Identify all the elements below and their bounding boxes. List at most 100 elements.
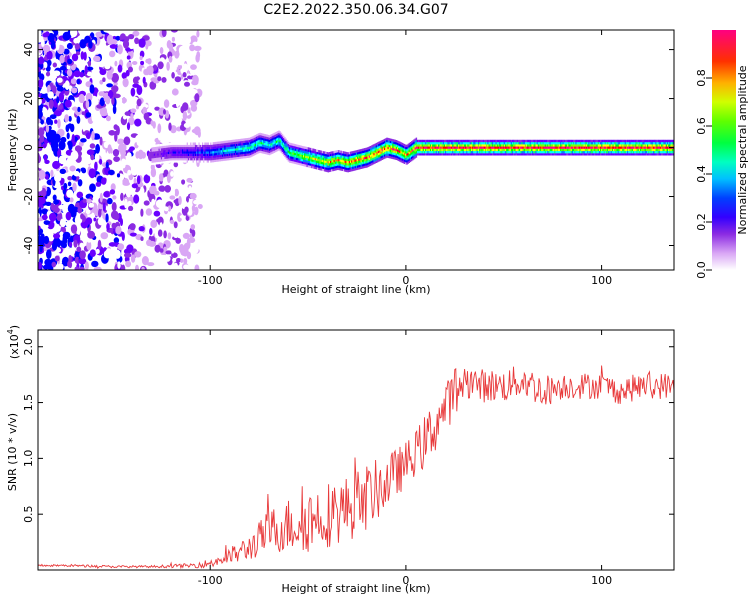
spectral-cell (265, 145, 267, 148)
spectral-cell (252, 142, 254, 146)
spectral-cell (521, 142, 523, 145)
spectral-cell (627, 153, 629, 156)
spectral-cell (501, 146, 503, 149)
spectral-cell (429, 144, 432, 147)
spectral-cell (200, 155, 203, 159)
spectral-cell (243, 147, 245, 150)
noise-blob (190, 64, 197, 70)
spectral-cell (534, 153, 536, 156)
spectral-cell (321, 159, 324, 163)
spectral-cell (496, 148, 499, 152)
spectral-cell (652, 146, 655, 149)
spectral-cell (234, 143, 237, 147)
spectral-cell (362, 163, 365, 167)
spectral-cell (527, 139, 529, 143)
noise-blob (99, 158, 103, 165)
noise-blob (47, 91, 54, 99)
spectral-cell (361, 161, 364, 165)
spectral-cell (175, 160, 177, 163)
spectral-cell (608, 144, 610, 147)
spectral-cell (497, 146, 500, 149)
spectral-cell (176, 158, 178, 161)
spectral-cell (452, 142, 454, 145)
spectral-cell (311, 152, 313, 155)
spectral-cell (535, 144, 537, 147)
spectral-cell (659, 148, 662, 152)
spectral-cell (337, 163, 339, 166)
spectral-cell (394, 141, 396, 145)
spectral-cell (357, 156, 359, 159)
spectral-cell (551, 139, 554, 143)
spectral-cell (402, 150, 405, 153)
spectral-cell (399, 154, 401, 158)
spectral-cell (157, 144, 159, 147)
spectral-cell (564, 144, 567, 147)
spectral-cell (477, 150, 480, 154)
spectral-cell (414, 153, 416, 157)
spectral-cell (421, 142, 423, 145)
spectral-cell (281, 136, 284, 139)
spectral-cell (514, 148, 516, 152)
spectral-cell (479, 144, 481, 147)
spectral-cell (184, 142, 186, 145)
spectral-cell (321, 166, 324, 169)
spectral-cell (566, 148, 568, 152)
spectral-cell (355, 163, 358, 166)
noise-blob (122, 78, 129, 88)
spectral-cell (209, 155, 211, 159)
spectral-cell (610, 148, 612, 152)
spectral-cell (283, 140, 285, 143)
spectral-cell (655, 142, 657, 145)
spectral-cell (607, 146, 609, 149)
noise-blob (113, 156, 120, 163)
spectral-cell (485, 148, 487, 152)
spectral-cell (361, 155, 364, 158)
spectral-cell (307, 165, 310, 168)
spectral-cell (259, 150, 261, 153)
spectral-cell (326, 156, 328, 159)
spectral-cell (669, 142, 671, 145)
spectral-cell (177, 158, 179, 161)
spectral-cell (254, 141, 257, 144)
spectral-cell (158, 152, 160, 156)
spectral-cell (656, 148, 658, 152)
noise-blob (78, 141, 84, 147)
spectral-cell (292, 145, 294, 149)
noise-blob (178, 195, 182, 205)
spectral-cell (239, 143, 241, 146)
spectral-cell (535, 148, 537, 152)
noise-blob (182, 63, 189, 73)
noise-blob (105, 161, 109, 169)
spectral-cell (414, 149, 416, 152)
spectral-cell (490, 144, 493, 147)
spectral-cell (575, 139, 577, 143)
spectral-cell (246, 138, 248, 141)
noise-blob (51, 261, 57, 268)
spectral-cell (306, 162, 308, 165)
spectral-cell (320, 152, 322, 156)
noise-blob (56, 96, 60, 104)
spectral-cell (663, 153, 665, 156)
spectral-cell (264, 147, 266, 150)
spectral-cell (331, 153, 333, 156)
spectral-cell (272, 151, 274, 154)
spectral-cell (182, 151, 184, 154)
spectral-cell (164, 154, 166, 157)
spectral-cell (659, 142, 662, 145)
spectral-cell (254, 143, 257, 147)
spectral-cell (526, 139, 528, 143)
noise-blob (79, 266, 85, 270)
spectral-cell (459, 148, 461, 152)
spectral-cell (533, 148, 535, 152)
spectral-cell (388, 142, 391, 145)
noise-blob (182, 102, 189, 111)
spectral-cell (556, 142, 558, 145)
spectral-cell (652, 139, 655, 143)
spectral-cell (500, 150, 502, 154)
spectral-cell (427, 142, 429, 145)
spectral-cell (265, 149, 267, 153)
noise-blob (95, 143, 100, 154)
spectral-cell (402, 161, 405, 164)
